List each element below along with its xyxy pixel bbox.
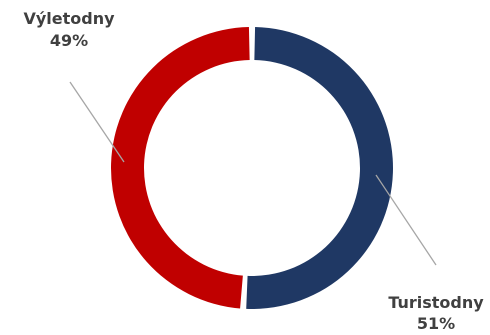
leader-line-vyletodny xyxy=(69,81,125,163)
donut-slices xyxy=(110,27,393,309)
donut-slice-turistodny xyxy=(246,27,393,309)
slice-percent-vyletodny: 49% xyxy=(50,31,88,50)
slice-label-vyletodny: Výletodny xyxy=(23,9,115,28)
leader-line-turistodny xyxy=(375,174,437,266)
slice-percent-turistodny: 51% xyxy=(417,314,455,333)
slice-label-turistodny: Turistodny xyxy=(388,293,484,312)
donut-slice-vyletodny xyxy=(110,27,250,309)
